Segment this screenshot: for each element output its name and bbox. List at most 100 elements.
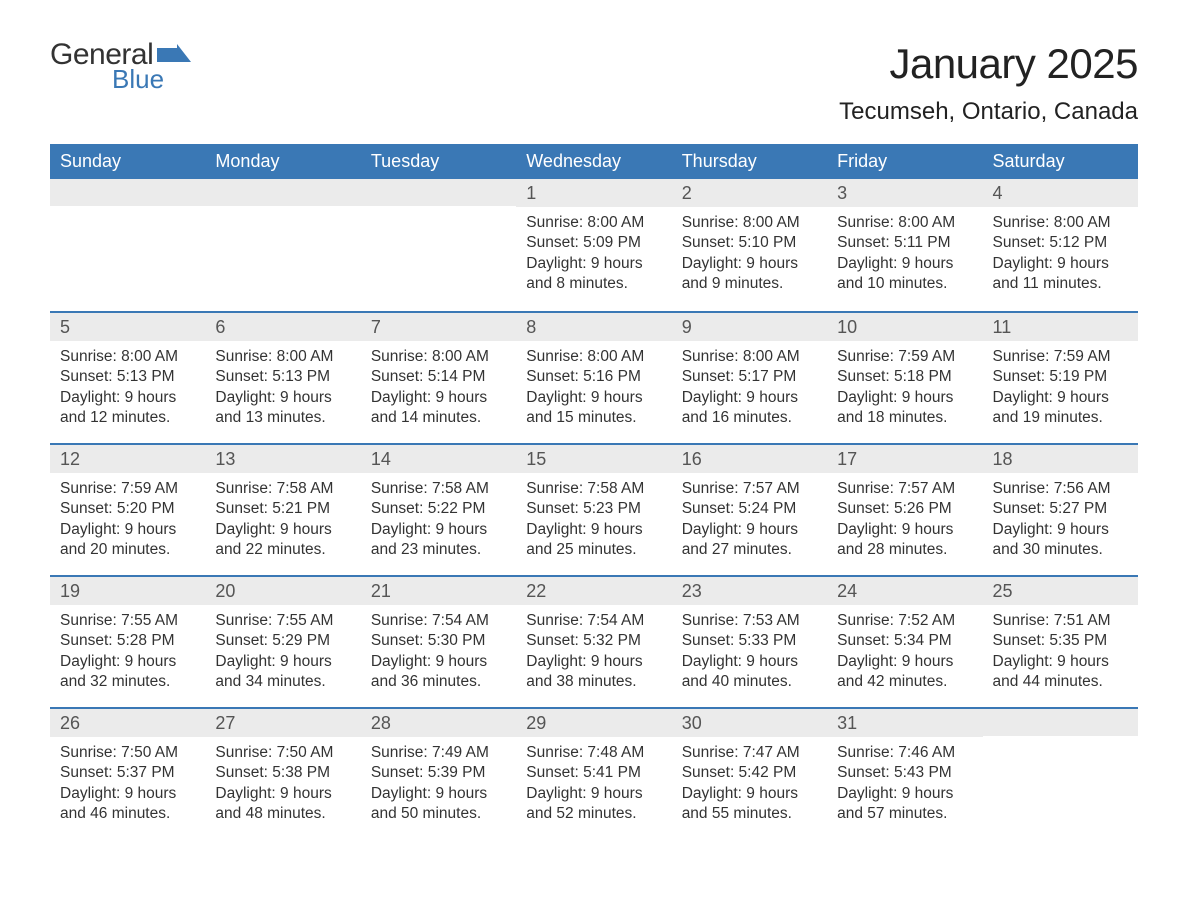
- calendar: SundayMondayTuesdayWednesdayThursdayFrid…: [50, 144, 1138, 839]
- daylight-line: Daylight: 9 hours and 42 minutes.: [837, 652, 972, 693]
- daylight-line: Daylight: 9 hours and 52 minutes.: [526, 784, 661, 825]
- day-cell: 8Sunrise: 8:00 AMSunset: 5:16 PMDaylight…: [516, 313, 671, 443]
- sunset-line: Sunset: 5:19 PM: [993, 367, 1128, 387]
- day-number: 30: [672, 709, 827, 737]
- day-content: Sunrise: 8:00 AMSunset: 5:10 PMDaylight:…: [672, 207, 827, 309]
- day-cell: 13Sunrise: 7:58 AMSunset: 5:21 PMDayligh…: [205, 445, 360, 575]
- day-content: Sunrise: 8:00 AMSunset: 5:14 PMDaylight:…: [361, 341, 516, 443]
- day-number: 2: [672, 179, 827, 207]
- sunset-line: Sunset: 5:39 PM: [371, 763, 506, 783]
- day-number: 21: [361, 577, 516, 605]
- title-block: January 2025 Tecumseh, Ontario, Canada: [839, 40, 1138, 126]
- week-row: 5Sunrise: 8:00 AMSunset: 5:13 PMDaylight…: [50, 311, 1138, 443]
- day-cell: 23Sunrise: 7:53 AMSunset: 5:33 PMDayligh…: [672, 577, 827, 707]
- day-number: 9: [672, 313, 827, 341]
- day-cell: [205, 179, 360, 311]
- sunrise-line: Sunrise: 7:54 AM: [526, 611, 661, 631]
- sunrise-line: Sunrise: 7:54 AM: [371, 611, 506, 631]
- sunrise-line: Sunrise: 7:55 AM: [215, 611, 350, 631]
- day-cell: 27Sunrise: 7:50 AMSunset: 5:38 PMDayligh…: [205, 709, 360, 839]
- day-number: 5: [50, 313, 205, 341]
- day-cell: 29Sunrise: 7:48 AMSunset: 5:41 PMDayligh…: [516, 709, 671, 839]
- day-content: Sunrise: 7:57 AMSunset: 5:24 PMDaylight:…: [672, 473, 827, 575]
- day-number: 10: [827, 313, 982, 341]
- day-cell: 21Sunrise: 7:54 AMSunset: 5:30 PMDayligh…: [361, 577, 516, 707]
- day-content: Sunrise: 8:00 AMSunset: 5:16 PMDaylight:…: [516, 341, 671, 443]
- sunrise-line: Sunrise: 7:57 AM: [682, 479, 817, 499]
- day-number: 17: [827, 445, 982, 473]
- day-number-empty: [50, 179, 205, 206]
- sunrise-line: Sunrise: 7:56 AM: [993, 479, 1128, 499]
- day-number: 13: [205, 445, 360, 473]
- sunset-line: Sunset: 5:20 PM: [60, 499, 195, 519]
- day-number: 16: [672, 445, 827, 473]
- day-content: Sunrise: 7:59 AMSunset: 5:18 PMDaylight:…: [827, 341, 982, 443]
- daylight-line: Daylight: 9 hours and 27 minutes.: [682, 520, 817, 561]
- week-row: 12Sunrise: 7:59 AMSunset: 5:20 PMDayligh…: [50, 443, 1138, 575]
- day-number: 12: [50, 445, 205, 473]
- sunrise-line: Sunrise: 7:50 AM: [215, 743, 350, 763]
- sunrise-line: Sunrise: 8:00 AM: [682, 213, 817, 233]
- dow-cell: Thursday: [672, 144, 827, 179]
- sunset-line: Sunset: 5:32 PM: [526, 631, 661, 651]
- days-of-week-header: SundayMondayTuesdayWednesdayThursdayFrid…: [50, 144, 1138, 179]
- sunset-line: Sunset: 5:35 PM: [993, 631, 1128, 651]
- day-cell: 17Sunrise: 7:57 AMSunset: 5:26 PMDayligh…: [827, 445, 982, 575]
- day-content: Sunrise: 7:53 AMSunset: 5:33 PMDaylight:…: [672, 605, 827, 707]
- day-content: Sunrise: 7:58 AMSunset: 5:21 PMDaylight:…: [205, 473, 360, 575]
- day-number: 22: [516, 577, 671, 605]
- sunset-line: Sunset: 5:13 PM: [215, 367, 350, 387]
- sunrise-line: Sunrise: 7:50 AM: [60, 743, 195, 763]
- day-content: Sunrise: 8:00 AMSunset: 5:11 PMDaylight:…: [827, 207, 982, 309]
- daylight-line: Daylight: 9 hours and 32 minutes.: [60, 652, 195, 693]
- daylight-line: Daylight: 9 hours and 13 minutes.: [215, 388, 350, 429]
- day-cell: 3Sunrise: 8:00 AMSunset: 5:11 PMDaylight…: [827, 179, 982, 311]
- sunset-line: Sunset: 5:34 PM: [837, 631, 972, 651]
- day-cell: [361, 179, 516, 311]
- day-number: 24: [827, 577, 982, 605]
- day-content: Sunrise: 8:00 AMSunset: 5:13 PMDaylight:…: [50, 341, 205, 443]
- day-cell: 6Sunrise: 8:00 AMSunset: 5:13 PMDaylight…: [205, 313, 360, 443]
- day-number: 23: [672, 577, 827, 605]
- daylight-line: Daylight: 9 hours and 15 minutes.: [526, 388, 661, 429]
- sunset-line: Sunset: 5:37 PM: [60, 763, 195, 783]
- day-content: Sunrise: 7:48 AMSunset: 5:41 PMDaylight:…: [516, 737, 671, 839]
- day-number: 4: [983, 179, 1138, 207]
- day-content: Sunrise: 7:59 AMSunset: 5:20 PMDaylight:…: [50, 473, 205, 575]
- daylight-line: Daylight: 9 hours and 11 minutes.: [993, 254, 1128, 295]
- sunset-line: Sunset: 5:17 PM: [682, 367, 817, 387]
- sunset-line: Sunset: 5:24 PM: [682, 499, 817, 519]
- day-number: 1: [516, 179, 671, 207]
- day-number: 31: [827, 709, 982, 737]
- dow-cell: Wednesday: [516, 144, 671, 179]
- day-content: Sunrise: 7:54 AMSunset: 5:30 PMDaylight:…: [361, 605, 516, 707]
- sunset-line: Sunset: 5:33 PM: [682, 631, 817, 651]
- day-content: Sunrise: 8:00 AMSunset: 5:13 PMDaylight:…: [205, 341, 360, 443]
- day-number: 18: [983, 445, 1138, 473]
- dow-cell: Saturday: [983, 144, 1138, 179]
- day-content: Sunrise: 7:55 AMSunset: 5:28 PMDaylight:…: [50, 605, 205, 707]
- day-cell: 25Sunrise: 7:51 AMSunset: 5:35 PMDayligh…: [983, 577, 1138, 707]
- day-cell: 19Sunrise: 7:55 AMSunset: 5:28 PMDayligh…: [50, 577, 205, 707]
- sunset-line: Sunset: 5:16 PM: [526, 367, 661, 387]
- header: General Blue January 2025 Tecumseh, Onta…: [50, 40, 1138, 126]
- sunset-line: Sunset: 5:42 PM: [682, 763, 817, 783]
- day-content: Sunrise: 8:00 AMSunset: 5:09 PMDaylight:…: [516, 207, 671, 309]
- day-number: 15: [516, 445, 671, 473]
- sunset-line: Sunset: 5:38 PM: [215, 763, 350, 783]
- day-cell: 20Sunrise: 7:55 AMSunset: 5:29 PMDayligh…: [205, 577, 360, 707]
- day-cell: 10Sunrise: 7:59 AMSunset: 5:18 PMDayligh…: [827, 313, 982, 443]
- daylight-line: Daylight: 9 hours and 22 minutes.: [215, 520, 350, 561]
- sunset-line: Sunset: 5:22 PM: [371, 499, 506, 519]
- dow-cell: Monday: [205, 144, 360, 179]
- day-cell: 4Sunrise: 8:00 AMSunset: 5:12 PMDaylight…: [983, 179, 1138, 311]
- day-cell: [983, 709, 1138, 839]
- daylight-line: Daylight: 9 hours and 44 minutes.: [993, 652, 1128, 693]
- sunset-line: Sunset: 5:41 PM: [526, 763, 661, 783]
- sunrise-line: Sunrise: 7:47 AM: [682, 743, 817, 763]
- sunrise-line: Sunrise: 7:59 AM: [837, 347, 972, 367]
- day-number-empty: [983, 709, 1138, 736]
- sunrise-line: Sunrise: 8:00 AM: [526, 213, 661, 233]
- day-number-empty: [205, 179, 360, 206]
- sunrise-line: Sunrise: 7:53 AM: [682, 611, 817, 631]
